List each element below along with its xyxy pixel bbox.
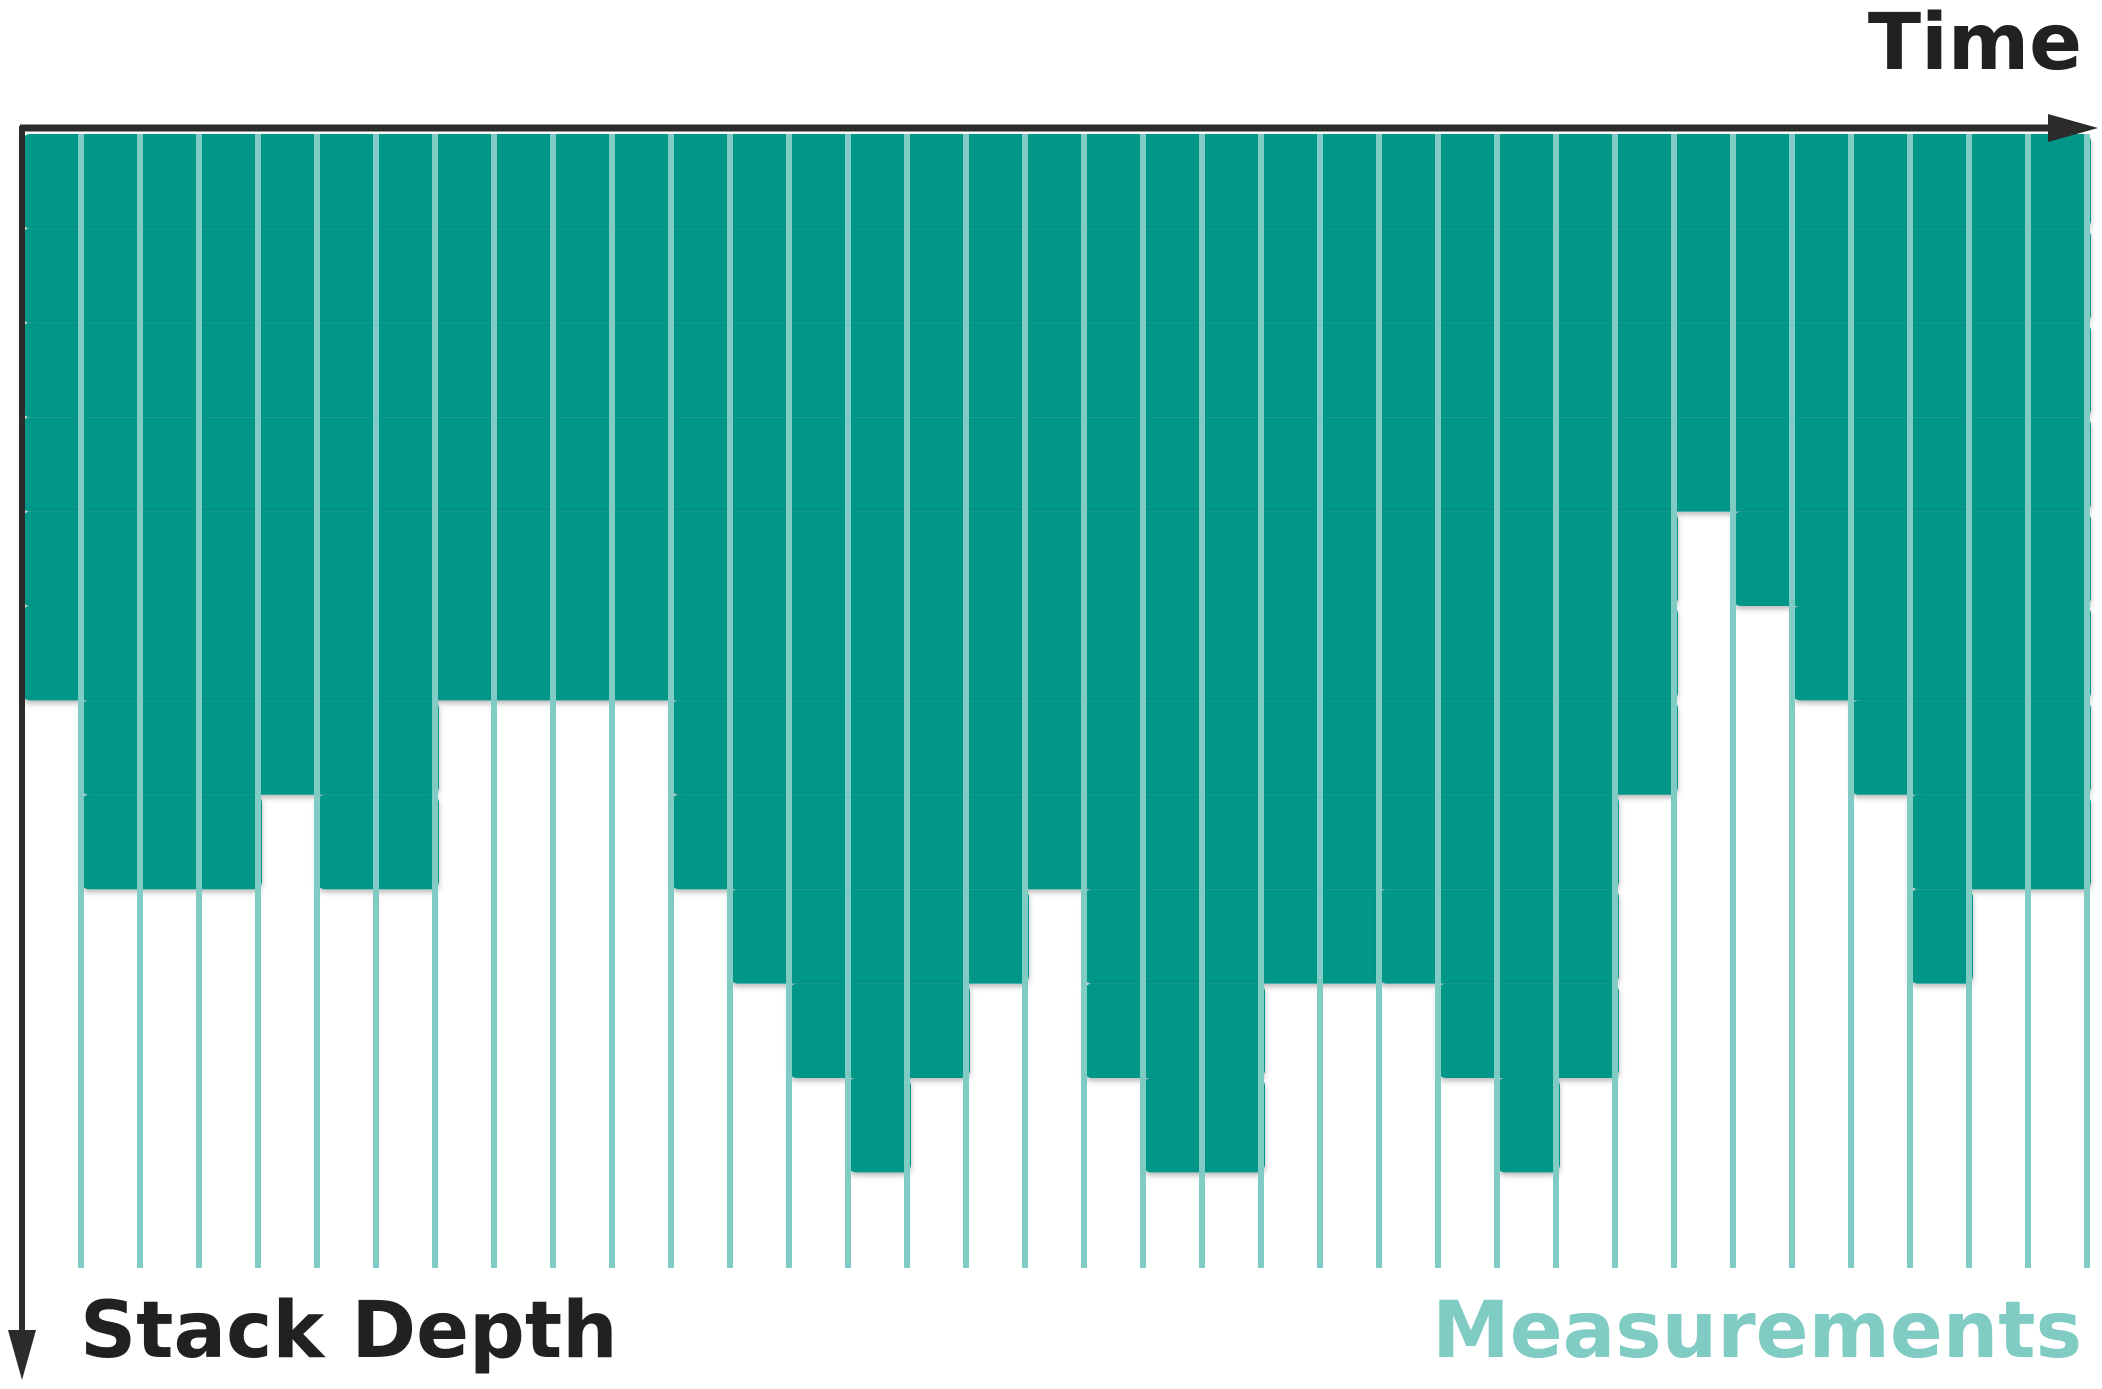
stack-frame-l3-2	[22, 322, 2091, 418]
stack-frame-l2-1	[22, 228, 2091, 323]
stack-frame-l4-3	[22, 417, 2091, 512]
stack-frame-l9-18	[1910, 889, 1973, 984]
stack-frame-l7-9	[671, 700, 1678, 795]
stack-frame-l8-11	[81, 794, 262, 890]
stack-frame-l9-15	[730, 889, 1029, 984]
stack-frame-l11-24	[1497, 1078, 1560, 1173]
measurements-label: Measurements	[1432, 1286, 2082, 1376]
time-axis-label: Time	[1867, 0, 2082, 88]
stack-frame-l6-7	[1792, 606, 2091, 701]
time-axis-arrowhead-icon	[2048, 114, 2098, 142]
stack-depth-axis-arrowhead-icon	[8, 1330, 36, 1380]
stack-frames	[22, 134, 2091, 1173]
stack-frame-l8-14	[1910, 794, 2091, 890]
stack-frame-l10-21	[1438, 983, 1619, 1078]
axes	[8, 114, 2098, 1380]
stack-frame-l9-16	[1084, 889, 1383, 984]
stack-frame-l11-22	[848, 1078, 911, 1173]
sample-lines	[78, 134, 2090, 1268]
stack-depth-axis-label: Stack Depth	[80, 1286, 618, 1376]
stack-frame-l10-20	[1084, 983, 1265, 1078]
stack-frame-l10-19	[789, 983, 970, 1078]
stack-frame-l1-0	[22, 134, 2091, 229]
